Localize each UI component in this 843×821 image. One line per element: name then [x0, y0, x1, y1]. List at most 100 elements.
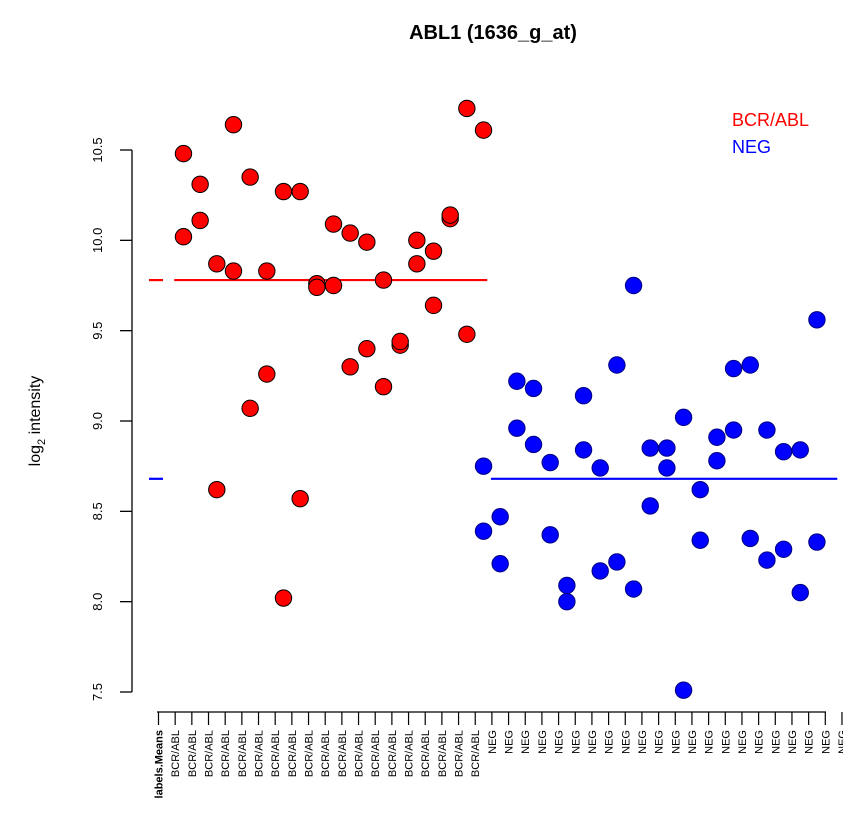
- data-point-bcr-abl: [391, 332, 409, 351]
- data-point-bcr-abl: [308, 278, 326, 297]
- mean-lines: [149, 278, 838, 480]
- x-tick-label: NEG: [637, 730, 649, 754]
- x-tick-label: NEG: [570, 730, 582, 754]
- data-point-bcr-abl: [324, 276, 343, 295]
- data-point-neg: [741, 356, 759, 374]
- data-point-neg: [758, 551, 776, 569]
- data-point-neg: [541, 453, 559, 472]
- x-tick-label: BCR/ABL: [370, 730, 382, 777]
- x-tick-label: NEG: [820, 730, 832, 754]
- x-tick-label: BCR/ABL: [420, 730, 432, 777]
- x-tick-label: BCR/ABL: [454, 730, 466, 777]
- data-point-neg: [508, 419, 526, 437]
- data-point-neg: [558, 592, 576, 611]
- x-tick-label: BCR/ABL: [187, 730, 199, 777]
- data-point-bcr-abl: [208, 480, 226, 499]
- x-tick-label: NEG: [670, 730, 682, 754]
- data-point-bcr-abl: [358, 233, 376, 251]
- data-point-bcr-abl: [408, 231, 426, 250]
- data-point-neg: [724, 359, 743, 378]
- data-point-bcr-abl: [274, 589, 293, 607]
- x-tick-label: BCR/ABL: [237, 730, 249, 777]
- data-point-bcr-abl: [424, 296, 443, 315]
- x-tick-label: BCR/ABL: [204, 730, 216, 777]
- data-point-neg: [708, 452, 726, 470]
- x-tick-label: BCR/ABL: [304, 730, 316, 777]
- x-tick-label: NEG: [587, 730, 599, 754]
- x-tick-label: BCR/ABL: [387, 730, 399, 777]
- data-point-neg: [508, 372, 526, 390]
- x-tick-label: BCR/ABL: [287, 730, 299, 777]
- data-point-neg: [574, 441, 593, 459]
- data-point-neg: [724, 421, 743, 439]
- x-tick-label: BCR/ABL: [270, 730, 282, 777]
- data-point-neg: [474, 457, 493, 475]
- data-point-neg: [641, 497, 659, 515]
- x-tick-label: BCR/ABL: [254, 730, 266, 777]
- data-point-bcr-abl: [258, 365, 276, 383]
- data-point-bcr-abl: [224, 116, 243, 134]
- data-point-neg: [524, 435, 543, 454]
- data-point-neg: [791, 441, 809, 459]
- y-tick-label: 10.0: [90, 228, 105, 253]
- data-point-bcr-abl: [374, 271, 393, 289]
- data-point-neg: [524, 379, 543, 398]
- data-point-neg: [708, 428, 726, 446]
- y-tick-label: 8.0: [90, 593, 105, 611]
- data-point-bcr-abl: [341, 224, 359, 242]
- x-tick-label: NEG: [620, 730, 632, 754]
- data-point-bcr-abl: [358, 340, 376, 358]
- x-tick-labels: labels.Means BCR/ABL BCR/ABL BCR/ABL BCR/ABL…: [154, 730, 843, 798]
- x-tick-label: NEG: [720, 730, 732, 754]
- data-point-neg: [791, 583, 809, 602]
- x-tick-label: NEG: [704, 730, 716, 754]
- data-point-bcr-abl: [324, 215, 343, 233]
- data-point-neg: [541, 526, 559, 544]
- data-point-bcr-abl: [441, 206, 459, 224]
- data-point-neg: [591, 459, 609, 477]
- data-point-bcr-abl: [258, 262, 276, 280]
- y-tick-label: 10.5: [90, 137, 105, 162]
- data-point-neg: [774, 443, 793, 461]
- data-point-neg: [491, 555, 509, 573]
- data-point-bcr-abl: [458, 325, 476, 343]
- legend: BCR/ABL NEG: [732, 110, 809, 157]
- legend-entry-bcr-abl: BCR/ABL: [732, 110, 809, 130]
- data-point-neg: [574, 387, 593, 405]
- data-point-neg: [608, 356, 626, 374]
- data-point-bcr-abl: [291, 182, 309, 201]
- data-point-bcr-abl: [274, 182, 293, 201]
- data-point-neg: [691, 531, 709, 549]
- x-tick-label: NEG: [520, 730, 532, 754]
- data-point-neg: [808, 311, 826, 329]
- data-point-neg: [774, 540, 793, 558]
- x-tick-label-means: labels.Means: [154, 730, 166, 798]
- x-tick-label: NEG: [804, 730, 816, 754]
- x-tick-label: BCR/ABL: [404, 730, 416, 777]
- data-points: [174, 99, 826, 699]
- data-point-neg: [641, 439, 659, 457]
- data-point-bcr-abl: [174, 144, 193, 163]
- data-point-bcr-abl: [424, 242, 443, 260]
- x-tick-label: NEG: [654, 730, 666, 754]
- y-axis: 7.5 8.0 8.5 9.0 9.5 10.0 10.5: [90, 137, 133, 701]
- x-tick-label: NEG: [837, 730, 843, 754]
- x-tick-label: NEG: [487, 730, 499, 754]
- y-axis-label: log2 intensity: [27, 376, 48, 467]
- data-point-neg: [658, 439, 676, 457]
- x-tick-label: BCR/ABL: [470, 730, 482, 777]
- data-point-bcr-abl: [474, 121, 493, 139]
- x-tick-label: BCR/ABL: [220, 730, 232, 777]
- data-point-neg: [758, 421, 776, 439]
- data-point-neg: [474, 522, 493, 540]
- data-point-bcr-abl: [208, 255, 226, 273]
- data-point-neg: [491, 508, 509, 526]
- x-tick-label: NEG: [554, 730, 566, 754]
- data-point-neg: [558, 576, 576, 595]
- data-point-bcr-abl: [341, 358, 359, 376]
- data-point-neg: [674, 408, 693, 427]
- data-point-bcr-abl: [241, 399, 259, 418]
- data-point-neg: [658, 459, 676, 477]
- y-tick-label: 9.0: [90, 412, 105, 430]
